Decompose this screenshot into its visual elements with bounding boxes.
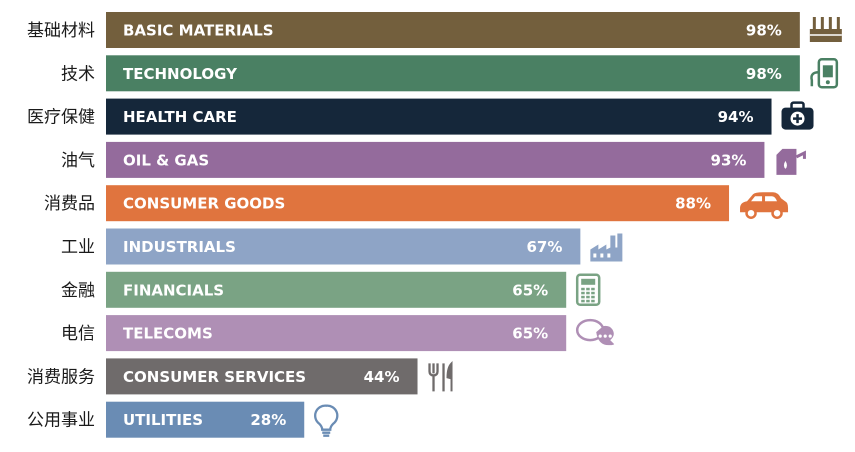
category-label-cn: 消费品 <box>44 194 95 214</box>
bar-label: OIL & GAS <box>123 151 209 169</box>
cutlery-icon <box>428 360 453 392</box>
gadget-icon <box>810 58 839 89</box>
category-label-cn: 电信 <box>61 324 95 344</box>
data-label: 28% <box>250 411 286 429</box>
calculator-icon <box>575 273 601 307</box>
data-label: 94% <box>718 108 754 126</box>
category-label-cn: 工业 <box>61 238 95 258</box>
bar-label: FINANCIALS <box>123 281 224 299</box>
data-label: 67% <box>526 238 562 256</box>
bar <box>106 401 305 438</box>
bar-label: HEALTH CARE <box>123 108 237 126</box>
data-label: 93% <box>711 151 747 169</box>
bar-label: CONSUMER GOODS <box>123 195 285 213</box>
bar <box>106 185 730 222</box>
category-label-cn: 消费服务 <box>27 367 95 387</box>
data-label: 65% <box>512 325 548 343</box>
bar-label: BASIC MATERIALS <box>123 22 274 40</box>
fuel-can-icon <box>776 148 806 175</box>
bar <box>106 315 567 352</box>
bar-label: TECHNOLOGY <box>123 65 238 83</box>
data-label: 65% <box>512 281 548 299</box>
bar-label: CONSUMER SERVICES <box>123 368 306 386</box>
medical-case-icon <box>781 101 814 130</box>
bar <box>106 98 772 135</box>
data-label: 44% <box>364 368 400 386</box>
factory-icon <box>590 233 623 262</box>
category-label-cn: 油气 <box>61 151 95 171</box>
bar <box>106 12 800 48</box>
bar <box>106 141 765 178</box>
bar-label: TELECOMS <box>123 325 213 343</box>
bar-label: INDUSTRIALS <box>123 238 236 256</box>
category-label-cn: 基础材料 <box>27 21 95 41</box>
category-label-cn: 医疗保健 <box>27 108 95 128</box>
bar-label: UTILITIES <box>123 411 203 429</box>
category-label-cn: 金融 <box>61 281 95 301</box>
bar <box>106 271 567 308</box>
speech-bubble-icon <box>575 318 615 346</box>
bar <box>106 55 800 92</box>
data-label: 98% <box>746 22 782 40</box>
category-label-cn: 公用事业 <box>27 411 95 431</box>
data-label: 98% <box>746 65 782 83</box>
car-icon <box>740 192 789 219</box>
bar <box>106 228 581 265</box>
data-label: 88% <box>675 195 711 213</box>
bar <box>106 358 418 395</box>
light-bulb-icon <box>314 404 339 437</box>
category-label-cn: 技术 <box>61 64 95 84</box>
factory-pipes-icon <box>809 17 842 42</box>
